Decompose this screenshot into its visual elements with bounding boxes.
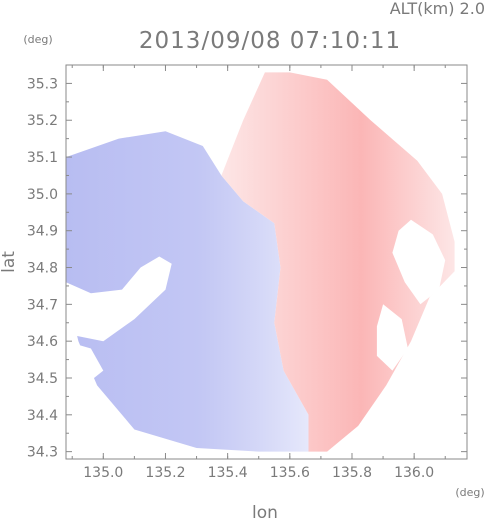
x-tick-label: 135.6 [270, 465, 310, 481]
x-axis-title: lon [252, 503, 278, 521]
no-echo-gap [66, 256, 172, 342]
x-unit-label: (deg) [455, 486, 484, 499]
x-tick-label: 135.0 [83, 465, 123, 481]
x-axis: 135.0 135.2 135.4 135.6 135.8 136.0 [71, 65, 446, 481]
y-tick-label: 35.1 [27, 150, 58, 166]
no-echo-gap [66, 341, 104, 386]
y-tick-label: 34.6 [27, 334, 58, 350]
y-tick-label: 35.2 [27, 113, 58, 129]
x-tick-label: 135.4 [208, 465, 248, 481]
y-tick-label: 34.8 [27, 261, 58, 277]
no-echo-gap [392, 219, 446, 305]
y-tick-label: 34.4 [27, 408, 58, 424]
y-tick-label: 34.3 [27, 445, 58, 461]
y-tick-label: 35.3 [27, 76, 58, 92]
x-tick-label: 135.2 [145, 465, 185, 481]
chart-title: 2013/09/08 07:10:11 [139, 28, 401, 54]
chart-subtitle: ALT(km) 2.0 [390, 0, 485, 18]
x-tick-label: 135.8 [332, 465, 372, 481]
y-tick-label: 34.9 [27, 224, 58, 240]
x-tick-label: 136.0 [394, 465, 434, 481]
no-echo-gap [376, 304, 408, 371]
plot-area [66, 72, 455, 452]
plot-frame [65, 64, 468, 460]
y-tick-label: 34.7 [27, 297, 58, 313]
y-axis-title: lat [0, 251, 19, 273]
y-tick-label: 35.0 [27, 187, 58, 203]
y-axis: 34.3 34.4 34.5 34.6 34.7 34.8 34.9 35.0 35.1 35.2… [27, 76, 467, 461]
y-unit-label: (deg) [23, 33, 52, 46]
velocity-region-approaching-lobe [66, 131, 309, 452]
y-tick-label: 34.5 [27, 371, 58, 387]
